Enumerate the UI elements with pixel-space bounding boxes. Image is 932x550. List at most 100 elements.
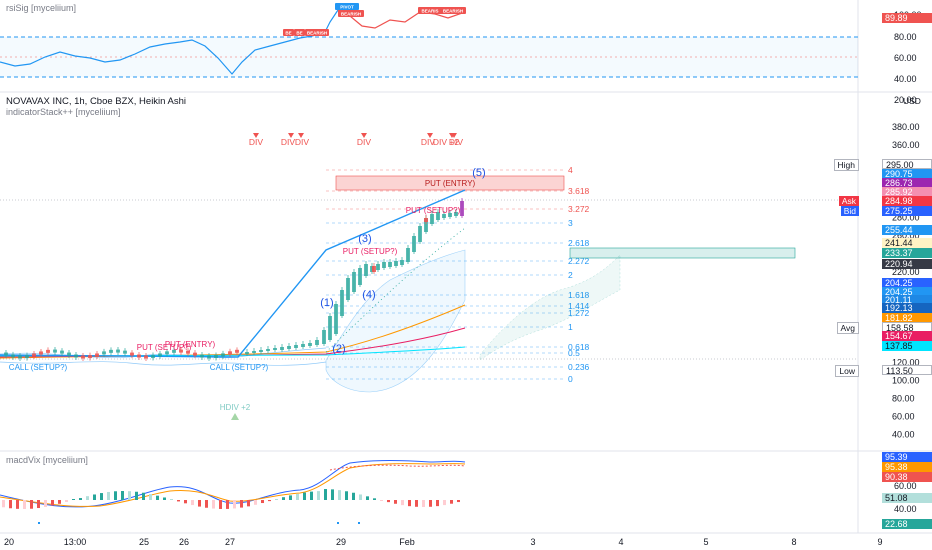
candle-body: [32, 353, 36, 357]
rsi-axis-tick: 40.00: [894, 74, 917, 84]
candle-body: [328, 316, 332, 340]
rsi-axis-tick: 80.00: [894, 32, 917, 42]
rsi-axis-tick: 20.00: [894, 95, 917, 105]
macd-histogram-bar: [219, 500, 222, 509]
macd-histogram-bar: [373, 498, 376, 500]
vix-line: [329, 464, 466, 471]
fib-level-label: 1.414: [568, 301, 590, 311]
macd-histogram-bar: [443, 500, 446, 506]
macd-histogram-bar: [142, 492, 145, 500]
macd-histogram-bar: [149, 494, 152, 500]
macd-histogram-bar: [338, 490, 341, 500]
macd-histogram-bar: [289, 495, 292, 500]
candle-body: [151, 355, 155, 359]
candle-body: [273, 348, 277, 350]
upper-band-line: [0, 361, 327, 366]
rsi-line: [0, 9, 339, 75]
candle-body: [358, 268, 362, 285]
candle-body: [18, 355, 22, 359]
macd-histogram-bar: [170, 499, 173, 500]
macd-histogram-bar: [177, 500, 180, 502]
macd-histogram-bar: [30, 500, 33, 509]
candle-body: [4, 352, 8, 356]
rsi-signal-tag: [283, 29, 294, 36]
macd-histogram-bar: [100, 493, 103, 500]
macd-histogram-bar: [205, 500, 208, 508]
macd-histogram-bar: [226, 500, 229, 509]
macd-histogram-bar: [2, 500, 5, 508]
price-axis-tick: 100.00: [892, 375, 920, 385]
rsi-signal-tag-label: BEARISH: [341, 12, 361, 17]
macd-signal-dot: [358, 522, 360, 524]
time-axis-tick: 25: [139, 537, 149, 547]
price-badge: 204.25: [882, 287, 932, 297]
macd-axis-tick: 40.00: [894, 504, 917, 514]
rsi-signal-tag: [294, 29, 305, 36]
macd-pane-title[interactable]: macdVix [myceliium]: [6, 455, 88, 465]
wave-label: (2): [332, 343, 345, 355]
macd-histogram-bar: [128, 491, 131, 500]
time-axis-tick: 20: [4, 537, 14, 547]
fib-level-label: 2.618: [568, 238, 590, 248]
price-axis-tick: 80.00: [892, 394, 915, 404]
candle-body: [346, 278, 350, 300]
candle-body: [116, 349, 120, 353]
macd-histogram-bar: [429, 500, 432, 507]
macd-histogram-bar: [198, 500, 201, 507]
macd-axis-tick: 60.00: [894, 481, 917, 491]
time-axis-tick: 27: [225, 537, 235, 547]
candle-body: [460, 201, 464, 216]
symbol-title[interactable]: NOVAVAX INC, 1h, Cboe BZX, Heikin Ashi: [6, 96, 187, 107]
div-marker-label: DIV: [281, 137, 296, 147]
indicator-title[interactable]: indicatorStack++ [myceliium]: [6, 107, 121, 117]
macd-histogram-bar: [366, 496, 369, 500]
price-axis-tick: 380.00: [892, 122, 920, 132]
candle-body: [294, 345, 298, 348]
price-badge-label: Bid: [840, 206, 859, 216]
currency-label[interactable]: USD: [903, 96, 921, 106]
rsi-signal-tag-label: BE: [296, 31, 302, 36]
candle-body: [95, 353, 99, 357]
candle-body: [228, 351, 232, 355]
macd-pane: [0, 460, 466, 524]
macd-value-badge: 51.08: [882, 493, 932, 503]
candle-body: [235, 349, 239, 353]
macd-histogram-bar: [268, 500, 271, 502]
candle-body: [102, 351, 106, 355]
macd-histogram-bar: [58, 500, 61, 504]
rsi-value-badge: 89.89: [882, 13, 932, 23]
candle-body: [200, 354, 204, 358]
call-setup-mid-label: CALL (SETUP?): [210, 363, 269, 372]
div-marker-arrow: [451, 133, 457, 138]
candle-body: [364, 264, 368, 276]
rsi-pane: BE BE BEARISH PIVOT BEARISH BEARIS BEARISH: [0, 3, 858, 78]
candle-body: [280, 347, 284, 350]
macd-histogram-bar: [296, 493, 299, 500]
call-setup-left-label: CALL (SETUP?): [9, 363, 68, 372]
put-setup-left-label: PUT (SETUP?): [137, 343, 192, 352]
candle-body: [172, 349, 176, 353]
fib-level-label: 1: [568, 322, 573, 332]
price-axis-tick: 220.00: [892, 267, 920, 277]
projection-cloud: [479, 254, 621, 361]
macd-histogram-bar: [261, 500, 264, 504]
time-axis-tick: 3: [530, 537, 535, 547]
fib-level-label: 3: [568, 218, 573, 228]
candle-body: [266, 349, 270, 351]
macd-histogram-bar: [457, 500, 460, 503]
div-marker-label: DIV: [249, 137, 264, 147]
candle-body: [245, 352, 249, 354]
candle-body: [109, 349, 113, 353]
macd-histogram-bar: [23, 500, 26, 509]
rsi-pane-title[interactable]: rsiSig [myceliium]: [6, 3, 77, 13]
price-axis-tick: 40.00: [892, 430, 915, 440]
candle-body: [259, 350, 263, 352]
macd-histogram-bar: [254, 500, 257, 505]
candle-body: [81, 355, 85, 359]
candle-body: [301, 344, 305, 347]
candle-body: [436, 212, 440, 220]
macd-histogram-bar: [121, 491, 124, 500]
price-axis-tick: 60.00: [892, 412, 915, 422]
macd-histogram-bar: [212, 500, 215, 509]
